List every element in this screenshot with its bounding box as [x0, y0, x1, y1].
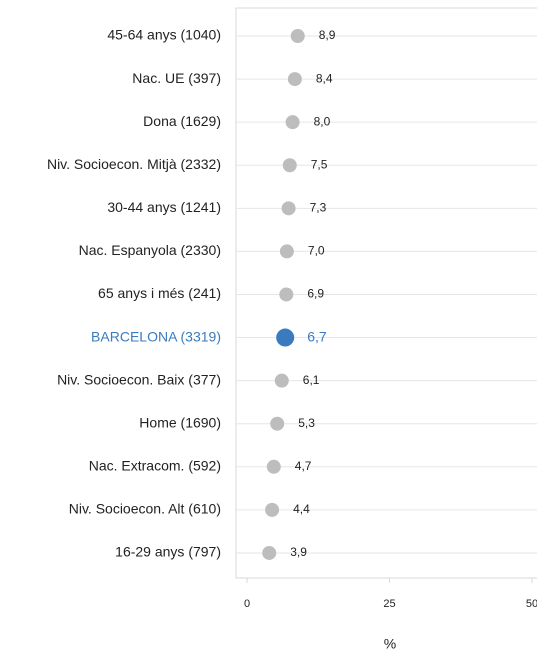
value-label: 7,5 [311, 157, 328, 171]
dot [282, 158, 297, 173]
dot [285, 115, 300, 130]
category-label: Nac. Espanyola (2330) [79, 242, 221, 258]
value-label: 8,9 [319, 28, 336, 42]
dot [279, 287, 294, 302]
value-label: 8,4 [316, 71, 333, 85]
value-label: 7,0 [308, 244, 325, 258]
category-label: 65 anys i més (241) [98, 285, 221, 301]
dot [276, 328, 295, 347]
category-label: Nac. Extracom. (592) [89, 458, 221, 474]
category-label: Niv. Socioecon. Baix (377) [57, 371, 221, 387]
category-label: 16-29 anys (797) [115, 544, 221, 560]
dot [265, 502, 280, 517]
value-label: 5,3 [298, 416, 315, 430]
value-label: 3,9 [290, 545, 307, 559]
category-label: Niv. Socioecon. Mitjà (2332) [47, 156, 221, 172]
value-label: 4,7 [295, 459, 312, 473]
category-label: BARCELONA (3319) [91, 328, 221, 344]
value-label: 6,7 [307, 328, 327, 344]
dot [290, 29, 305, 43]
value-label: 7,3 [310, 200, 327, 214]
category-label: Nac. UE (397) [132, 70, 221, 86]
value-label: 4,4 [293, 502, 310, 516]
plot-frame [235, 7, 537, 579]
dot [262, 545, 277, 560]
value-label: 6,9 [307, 287, 324, 301]
category-label: 45-64 anys (1040) [107, 27, 221, 43]
category-label: Niv. Socioecon. Alt (610) [69, 501, 221, 517]
dot [266, 459, 281, 474]
x-axis-label: % [384, 636, 396, 652]
dot [287, 72, 302, 87]
value-label: 6,1 [303, 373, 320, 387]
value-label: 8,0 [314, 114, 331, 128]
category-label: 30-44 anys (1241) [107, 199, 221, 215]
category-label: Home (1690) [139, 414, 221, 430]
category-label: Dona (1629) [143, 113, 221, 129]
dot [274, 373, 289, 388]
x-tick-label: 50 [526, 598, 537, 610]
dot [281, 201, 296, 216]
x-tick-label: 25 [383, 598, 395, 610]
dot [270, 416, 285, 431]
x-tick-label: 0 [244, 598, 250, 610]
dot [279, 244, 294, 259]
